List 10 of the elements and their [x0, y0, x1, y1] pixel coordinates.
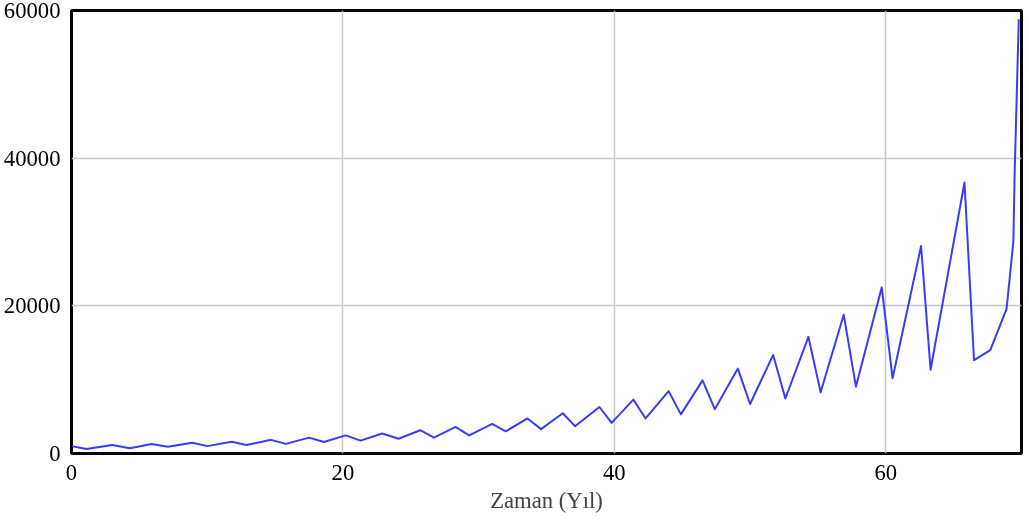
y-tick-label: 40000: [3, 145, 61, 171]
line-series: [71, 18, 1020, 451]
y-tick-label: 20000: [3, 293, 61, 319]
x-tick-label: 0: [65, 459, 78, 485]
y-tick-label: 0: [49, 441, 61, 466]
x-axis-title: Zaman (Yıl): [490, 487, 603, 513]
x-tick-label: 20: [331, 459, 355, 485]
x-tick-label: 60: [874, 459, 898, 485]
x-tick-label: 40: [603, 459, 626, 485]
y-tick-label: 60000: [3, 0, 61, 23]
